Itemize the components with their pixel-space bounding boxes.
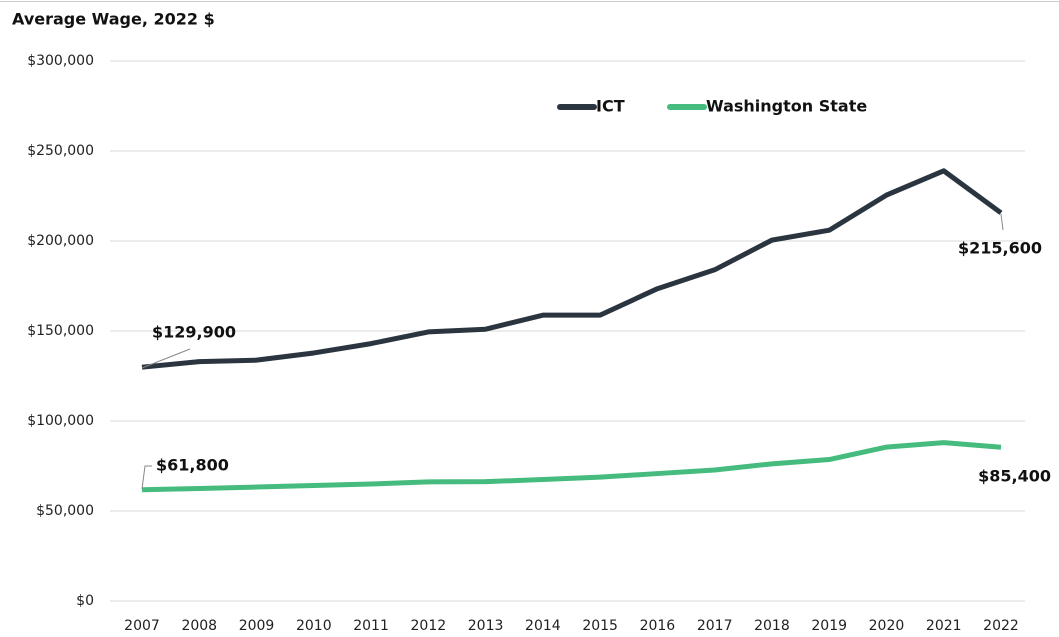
data-label: $85,400 <box>978 467 1051 486</box>
x-tick-label: 2017 <box>697 618 733 634</box>
leader-line <box>1000 213 1004 231</box>
x-tick-label: 2007 <box>124 618 160 634</box>
x-tick-label: 2016 <box>640 618 676 634</box>
x-tick-label: 2019 <box>811 618 847 634</box>
y-tick-label: $50,000 <box>36 503 94 519</box>
leader-line <box>141 465 152 490</box>
x-tick-label: 2020 <box>869 618 905 634</box>
x-tick-label: 2009 <box>239 618 275 634</box>
series-line <box>141 168 1003 370</box>
y-tick-label: $200,000 <box>27 233 94 249</box>
series-line <box>141 440 1002 493</box>
legend-label: ICT <box>596 97 625 116</box>
x-tick-label: 2022 <box>983 618 1019 634</box>
x-tick-label: 2018 <box>754 618 790 634</box>
y-tick-label: $100,000 <box>27 413 94 429</box>
chart-title: Average Wage, 2022 $ <box>12 10 215 29</box>
x-tick-label: 2010 <box>296 618 332 634</box>
x-tick-label: 2011 <box>353 618 389 634</box>
y-tick-label: $0 <box>76 593 94 609</box>
data-label: $61,800 <box>156 456 229 475</box>
data-label: $129,900 <box>152 323 236 342</box>
x-tick-label: 2012 <box>411 618 447 634</box>
leader-line <box>141 348 191 369</box>
legend-label: Washington State <box>706 97 867 116</box>
x-tick-label: 2015 <box>582 618 618 634</box>
data-label: $215,600 <box>958 239 1042 258</box>
y-tick-label: $150,000 <box>27 323 94 339</box>
x-tick-label: 2013 <box>468 618 504 634</box>
x-tick-label: 2021 <box>926 618 962 634</box>
y-tick-label: $300,000 <box>27 53 94 69</box>
x-tick-label: 2008 <box>181 618 217 634</box>
x-tick-label: 2014 <box>525 618 561 634</box>
y-tick-label: $250,000 <box>27 143 94 159</box>
